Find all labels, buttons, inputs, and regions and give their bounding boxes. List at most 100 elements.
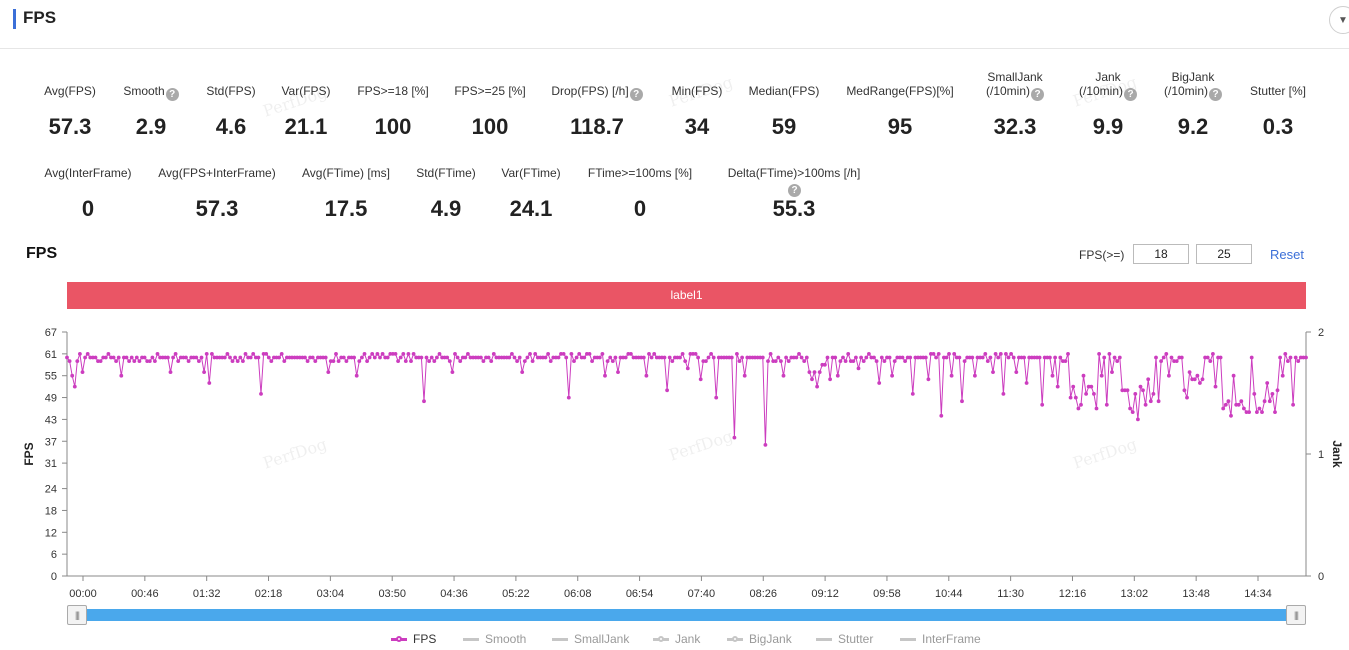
fps-data-point: [1042, 355, 1047, 360]
fps-data-point: [636, 355, 641, 360]
fps-data-point: [1288, 355, 1293, 360]
fps-data-point: [688, 352, 693, 356]
x-tick-label: 13:48: [1182, 588, 1210, 600]
legend-item-fps[interactable]: FPS: [391, 631, 436, 647]
help-icon[interactable]: ?: [1124, 88, 1137, 101]
fps-data-point: [1055, 384, 1060, 389]
fps-data-point: [600, 352, 605, 356]
fps-data-point: [349, 355, 354, 360]
metric-label-unit: (/10min): [1163, 84, 1208, 98]
metric-label: FTime>=100ms [%]: [570, 166, 710, 180]
fps-data-point: [484, 355, 488, 360]
legend-item-bigjank[interactable]: BigJank: [727, 631, 792, 647]
legend-item-interframe[interactable]: InterFrame: [900, 631, 981, 647]
fps-data-point: [1112, 355, 1117, 360]
x-tick-label: 04:36: [440, 588, 468, 600]
y-tick-label: 55: [45, 371, 57, 383]
fps-data-point: [1213, 384, 1218, 389]
fps-data-point: [316, 355, 320, 360]
fps-data-point: [753, 355, 757, 360]
fps-data-point: [445, 355, 450, 360]
fps-data-point: [722, 355, 726, 360]
x-tick-label: 06:08: [564, 588, 592, 600]
fps-data-point: [729, 355, 734, 360]
y2-tick-label: 1: [1318, 449, 1324, 461]
fps-data-point: [631, 355, 636, 360]
fps-data-point: [748, 355, 752, 360]
chevron-down-icon[interactable]: ▼: [1329, 6, 1349, 34]
fps-data-point: [109, 355, 113, 360]
fps-data-point: [442, 355, 447, 360]
fps-data-point: [944, 355, 949, 360]
fps-data-point: [714, 395, 719, 400]
fps-data-point: [890, 373, 894, 378]
fps-data-point: [437, 352, 442, 356]
fps-data-point: [101, 355, 106, 360]
metric-label: Avg(InterFrame): [18, 166, 158, 180]
fps-data-point: [328, 359, 333, 363]
fps-data-point: [861, 359, 866, 363]
legend-item-smooth[interactable]: Smooth: [463, 631, 526, 647]
fps-data-point: [197, 359, 201, 363]
fps-data-point: [422, 399, 426, 404]
slider-handle-end[interactable]: |||: [1286, 605, 1306, 625]
help-icon[interactable]: ?: [1209, 88, 1222, 101]
metric-label: BigJank (/10min)?: [1123, 70, 1263, 101]
fps-data-point: [939, 413, 944, 418]
label-band[interactable]: label1: [67, 282, 1306, 309]
x-tick-label: 09:58: [873, 588, 901, 600]
metric-label-text: Avg(FTime) [ms]: [301, 166, 390, 180]
fps-data-point: [797, 352, 801, 356]
fps-data-point: [450, 370, 455, 374]
help-icon[interactable]: ?: [788, 184, 801, 197]
fps-data-point: [140, 355, 144, 360]
fps-data-point: [706, 355, 711, 360]
legend-item-jank[interactable]: Jank: [653, 631, 700, 647]
fps-data-point: [1006, 355, 1011, 360]
threshold-input-1[interactable]: 18: [1133, 244, 1189, 264]
fps-data-point: [823, 362, 827, 367]
help-icon[interactable]: ?: [1031, 88, 1044, 101]
fps-data-point: [67, 359, 72, 363]
fps-data-point: [1017, 355, 1021, 360]
fps-data-point: [962, 359, 967, 363]
fps-data-point: [1221, 406, 1226, 411]
help-icon[interactable]: ?: [165, 88, 179, 101]
metric-label-unit: (/10min): [1078, 84, 1123, 98]
time-range-slider[interactable]: ||| |||: [67, 605, 1306, 625]
fps-data-point: [908, 355, 913, 360]
chart-title: FPS: [26, 245, 58, 262]
fps-data-point: [1128, 406, 1132, 411]
fps-data-point: [388, 352, 393, 356]
fps-data-point: [1182, 388, 1187, 393]
legend-item-smalljank[interactable]: SmallJank: [552, 631, 629, 647]
fps-data-point: [561, 352, 566, 356]
legend-item-stutter[interactable]: Stutter: [816, 631, 873, 647]
fps-data-point: [758, 355, 763, 360]
fps-data-point: [173, 352, 178, 356]
fps-data-point: [303, 355, 307, 360]
fps-data-point: [525, 355, 530, 360]
fps-data-point: [551, 355, 556, 360]
fps-data-point: [435, 355, 439, 360]
fps-data-point: [1110, 370, 1114, 374]
fps-data-point: [613, 355, 618, 360]
legend-swatch: [463, 631, 479, 647]
fps-data-point: [1086, 384, 1091, 389]
fps-data-point: [1179, 355, 1184, 360]
threshold-input-2[interactable]: 25: [1196, 244, 1252, 264]
fps-data-point: [698, 377, 703, 382]
fps-data-point: [233, 355, 238, 360]
slider-handle-start[interactable]: |||: [67, 605, 87, 625]
fps-data-point: [644, 373, 649, 378]
fps-data-point: [1223, 402, 1228, 407]
reset-button[interactable]: Reset: [1270, 247, 1304, 262]
fps-data-point: [259, 392, 263, 396]
fps-data-point: [1236, 402, 1241, 407]
fps-data-point: [660, 355, 664, 360]
fps-data-point: [186, 359, 191, 363]
help-icon[interactable]: ?: [629, 88, 643, 101]
legend-swatch: [653, 631, 669, 647]
fps-data-point: [846, 352, 851, 356]
